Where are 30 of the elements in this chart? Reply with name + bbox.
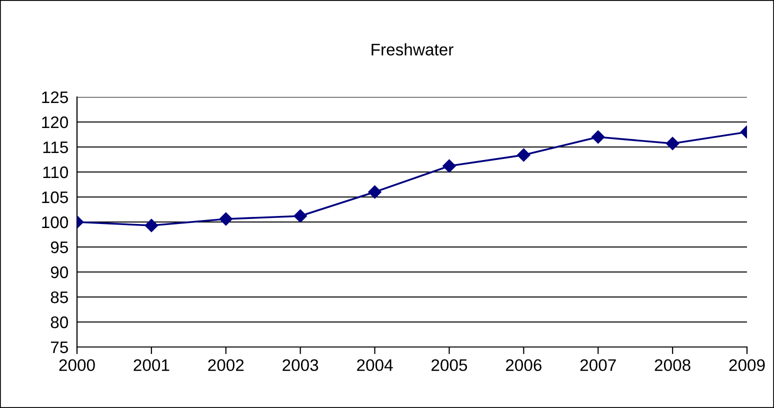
x-tick-label: 2001 [134, 359, 170, 372]
x-tick-label: 2000 [59, 359, 95, 372]
x-tick-label: 2007 [580, 359, 616, 372]
y-tick-label: 80 [50, 316, 68, 328]
x-tick-label: 2002 [208, 359, 244, 372]
y-tick-label: 105 [42, 191, 68, 204]
point [442, 159, 456, 173]
point [517, 148, 530, 162]
point [219, 212, 232, 226]
y-tick-label: 110 [43, 166, 68, 178]
point [368, 185, 382, 199]
y-tick-label: 120 [42, 116, 68, 128]
point [592, 130, 605, 144]
y-tick-label: 90 [50, 266, 68, 278]
x-tick-label: 2003 [282, 359, 318, 372]
x-tick-label: 2008 [654, 359, 690, 372]
y-tick-label: 125 [42, 91, 68, 104]
x-tick-label: 2009 [729, 359, 765, 372]
chart-title: Freshwater [372, 43, 454, 56]
y-tick-label: 95 [50, 241, 68, 254]
point [144, 218, 158, 232]
point [666, 136, 680, 150]
x-tick-label: 2004 [357, 359, 393, 372]
x-tick-label: 2006 [506, 359, 542, 372]
y-tick-label: 115 [43, 142, 68, 154]
y-tick-label: 100 [42, 216, 68, 228]
y-tick-label: 75 [50, 342, 68, 354]
x-tick-label: 2005 [432, 359, 468, 372]
y-tick-label: 85 [50, 291, 68, 304]
point [294, 209, 307, 223]
